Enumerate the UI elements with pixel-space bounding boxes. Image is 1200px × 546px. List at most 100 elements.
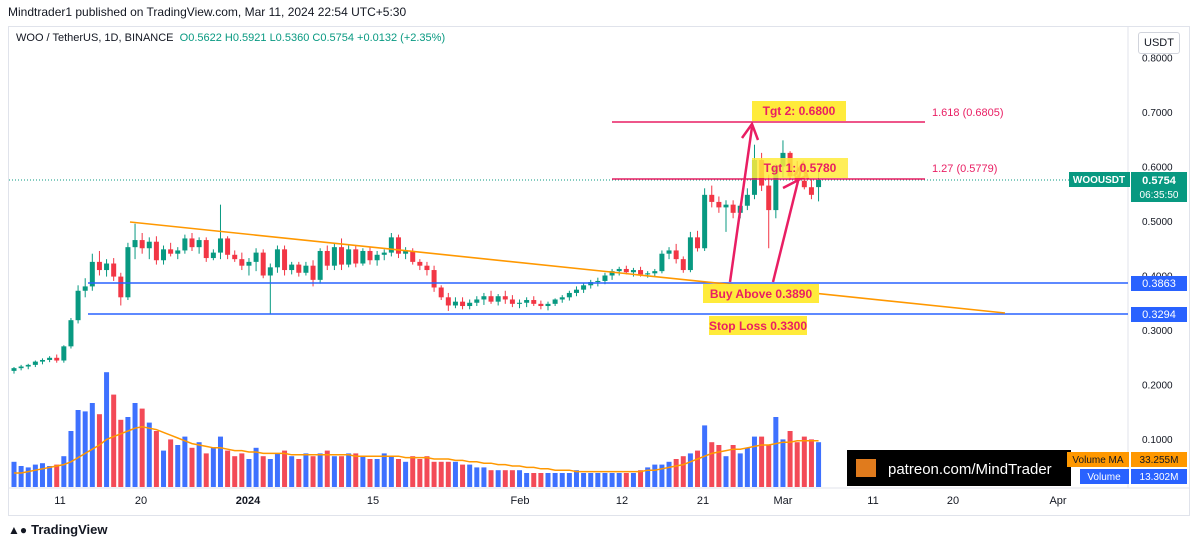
- tgt2-label[interactable]: Tgt 2: 0.6800: [752, 101, 846, 121]
- volume-bar: [695, 450, 701, 487]
- candle-body: [709, 194, 715, 202]
- candle-body: [538, 303, 544, 307]
- candle-body: [602, 275, 608, 281]
- candle-body: [32, 361, 38, 365]
- volume-bar: [132, 403, 138, 487]
- volume-bar: [737, 453, 743, 487]
- volume-bar: [801, 436, 807, 487]
- volume-bar: [161, 450, 167, 487]
- candle-body: [82, 286, 88, 291]
- candle-body: [217, 238, 223, 253]
- candle-body: [253, 252, 259, 262]
- volume-bar: [317, 453, 323, 487]
- volume-bar: [759, 436, 765, 487]
- volume-bar: [54, 464, 60, 487]
- ohlc-low: L0.5360: [269, 32, 310, 44]
- price-tick-label: 0.8000: [1142, 54, 1173, 65]
- volume-bar: [374, 459, 380, 487]
- volume-bar: [538, 473, 544, 487]
- price-tick-label: 0.6000: [1142, 163, 1173, 174]
- volume-bar: [630, 473, 636, 487]
- volume-bar: [175, 445, 181, 487]
- volume-bar: [787, 431, 793, 487]
- candle-body: [25, 364, 31, 367]
- time-tick-label: Feb: [511, 495, 530, 507]
- volume-bar: [367, 459, 373, 487]
- volume-bar: [744, 447, 750, 487]
- candle-body: [381, 252, 387, 255]
- volume-bar: [346, 453, 352, 487]
- candle-body: [638, 270, 644, 275]
- price-tick-label: 0.7000: [1142, 108, 1173, 119]
- candle-body: [773, 166, 779, 211]
- volume-bar: [481, 467, 487, 487]
- volume-bar: [75, 410, 81, 487]
- candle-body: [573, 289, 579, 293]
- candle-body: [175, 250, 181, 254]
- tradingview-footer[interactable]: ▲● TradingView: [8, 522, 107, 537]
- time-tick-label: Mar: [774, 495, 793, 507]
- candle-body: [353, 249, 359, 264]
- candle-body: [47, 357, 53, 360]
- candle-body: [310, 265, 316, 280]
- volume-bar: [96, 414, 102, 487]
- volume-bar: [424, 456, 430, 487]
- svg-text:Tgt 2: 0.6800: Tgt 2: 0.6800: [763, 104, 836, 118]
- volume-ma-line: [14, 426, 819, 474]
- svg-text:Volume: Volume: [1087, 472, 1121, 483]
- candle-body: [360, 250, 366, 264]
- volume-bar: [395, 459, 401, 487]
- volume-bar: [189, 447, 195, 487]
- candle-body: [232, 254, 238, 260]
- tgt1-label[interactable]: Tgt 1: 0.5780: [752, 158, 848, 178]
- volume-bar: [438, 461, 444, 487]
- volume-bar: [502, 470, 508, 487]
- volume-bar: [524, 473, 530, 487]
- volume-bar: [267, 459, 273, 487]
- level-tag-1: 0.3863: [1131, 276, 1187, 291]
- volume-bar: [474, 467, 480, 487]
- volume-bar: [531, 473, 537, 487]
- patreon-banner[interactable]: patreon.com/MindTrader: [847, 450, 1071, 486]
- svg-text:Stop Loss 0.3300: Stop Loss 0.3300: [709, 319, 807, 333]
- candle-body: [452, 301, 458, 306]
- volume-bar: [517, 470, 523, 487]
- volume-bar: [766, 445, 772, 487]
- svg-text:0.3294: 0.3294: [1142, 309, 1176, 321]
- candle-body: [54, 357, 60, 361]
- volume-bar: [239, 453, 245, 487]
- svg-text:Volume MA: Volume MA: [1072, 455, 1123, 466]
- candle-body: [509, 299, 515, 304]
- candle-body: [410, 250, 416, 262]
- time-tick-label: 2024: [236, 495, 261, 507]
- symbol-description[interactable]: WOO / TetherUS, 1D, BINANCE: [16, 32, 174, 44]
- stop-label[interactable]: Stop Loss 0.3300: [709, 316, 807, 335]
- candle-body: [488, 296, 494, 302]
- volume-bar: [410, 456, 416, 487]
- candle-body: [417, 261, 423, 266]
- volume-bar: [82, 411, 88, 487]
- candle-body: [339, 247, 345, 265]
- candle-body: [104, 263, 110, 271]
- volume-bar: [11, 461, 17, 487]
- candle-body: [331, 247, 337, 266]
- candle-body: [716, 201, 722, 208]
- time-tick-label: 12: [616, 495, 628, 507]
- time-tick-label: 21: [697, 495, 709, 507]
- descending-trendline[interactable]: [129, 221, 1006, 314]
- candle-body: [816, 179, 822, 188]
- candle-body: [267, 267, 273, 276]
- ohlc-open: O0.5622: [179, 32, 222, 44]
- candle-body: [659, 253, 665, 272]
- candle-body: [673, 250, 679, 260]
- currency-button[interactable]: USDT: [1138, 32, 1180, 54]
- candle-body: [680, 259, 686, 271]
- time-tick-label: Apr: [1049, 495, 1066, 507]
- candle-body: [552, 299, 558, 304]
- volume-bar: [645, 467, 651, 487]
- volume-bar: [339, 456, 345, 487]
- buy-label[interactable]: Buy Above 0.3890: [703, 284, 819, 303]
- candle-body: [61, 346, 67, 361]
- svg-text:Buy Above 0.3890: Buy Above 0.3890: [710, 287, 813, 301]
